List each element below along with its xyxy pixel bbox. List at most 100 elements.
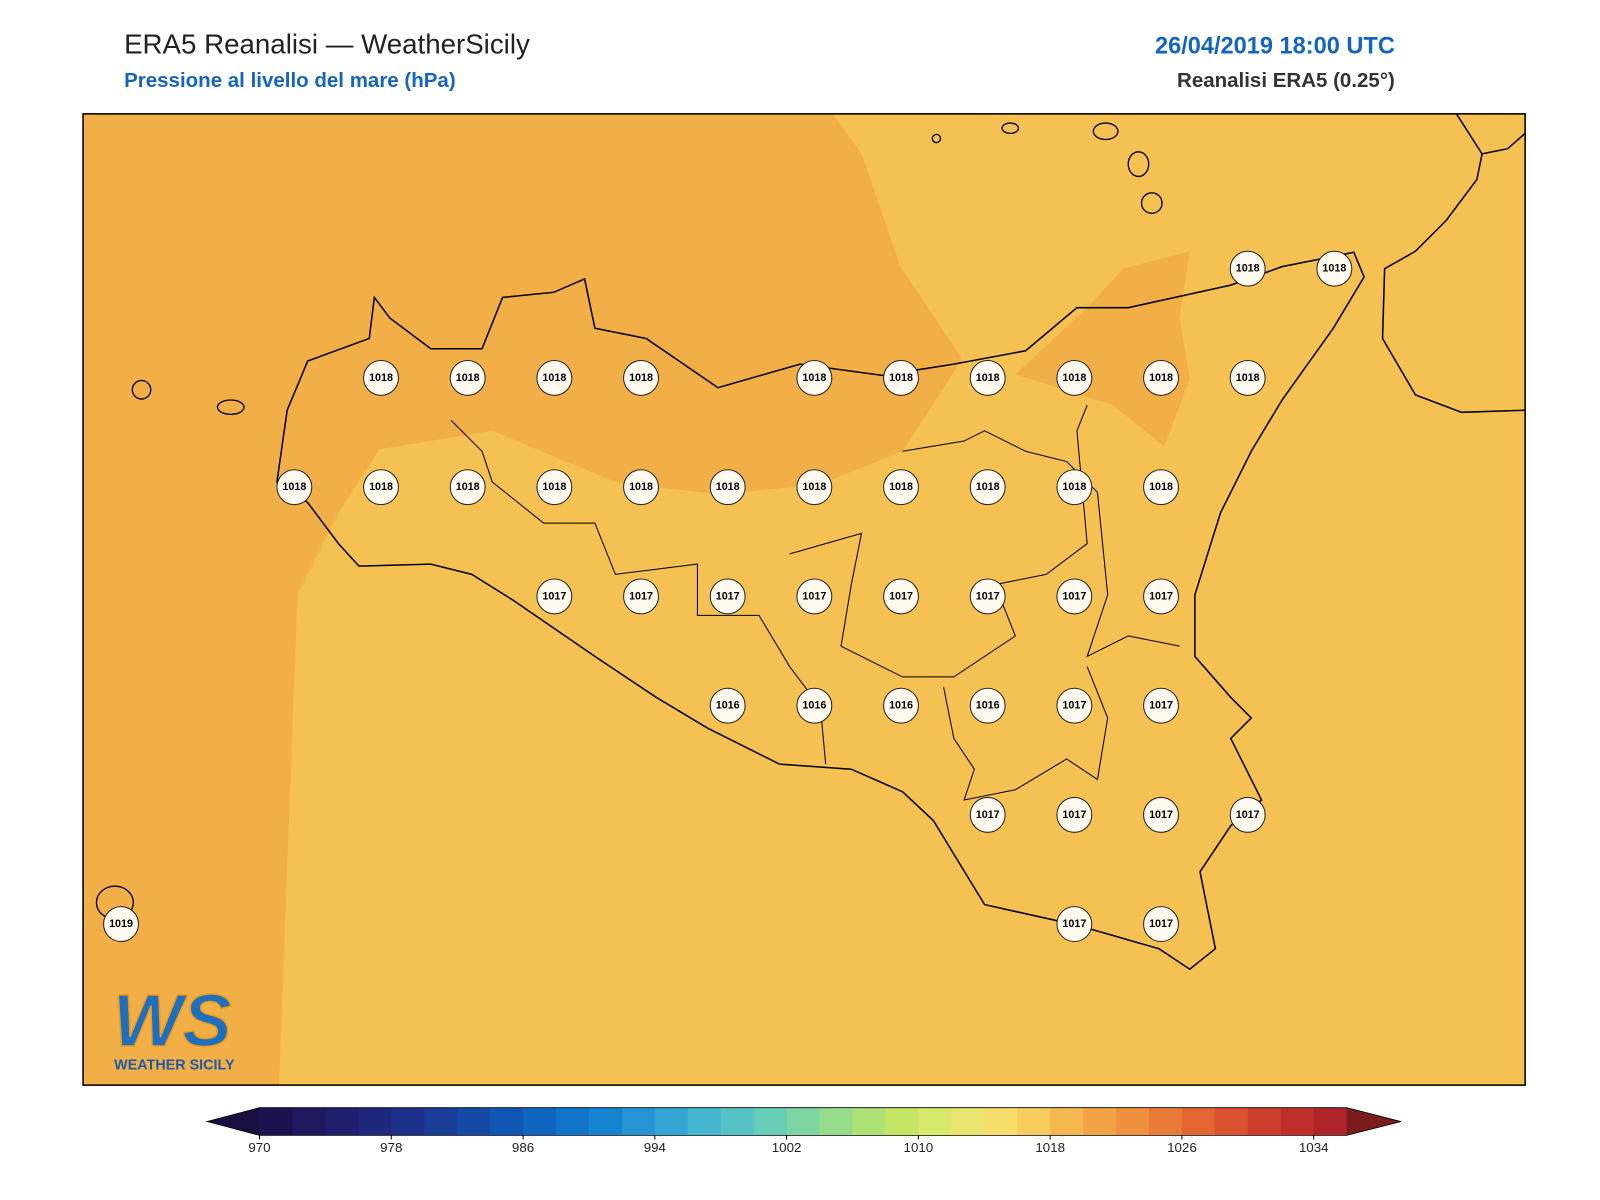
- station: 1017: [709, 578, 746, 615]
- station-value: 1018: [1149, 481, 1173, 493]
- colorbar-bin: [654, 1107, 689, 1136]
- station-marker: [709, 578, 746, 615]
- station-marker: [1229, 796, 1266, 833]
- station: 1018: [623, 469, 659, 506]
- colorbar-tick-label: 994: [644, 1140, 667, 1155]
- station-marker: [536, 359, 573, 396]
- station-value: 1016: [802, 700, 826, 712]
- station-value: 1018: [629, 481, 653, 493]
- colorbar-bin: [358, 1107, 392, 1136]
- station-value: 1018: [1149, 372, 1173, 384]
- station-marker: [103, 906, 139, 943]
- station-marker: [1056, 359, 1093, 396]
- station-value: 1018: [629, 372, 653, 384]
- station-value: 1017: [542, 590, 566, 602]
- station: 1017: [536, 578, 573, 615]
- subtitle: Pressione al livello del mare (hPa): [124, 69, 456, 92]
- station: 1018: [449, 359, 486, 396]
- station-marker: [1056, 687, 1093, 724]
- station-value: 1018: [1236, 263, 1260, 275]
- station-marker: [1143, 687, 1179, 724]
- colorbar-bin: [424, 1107, 458, 1136]
- coastline: [1381, 113, 1526, 414]
- island: [931, 133, 942, 144]
- station-value: 1018: [542, 481, 566, 493]
- colorbar-tick-label: 970: [248, 1140, 270, 1155]
- station-marker: [796, 469, 833, 506]
- station: 1017: [1056, 687, 1093, 724]
- station: 1017: [1056, 796, 1093, 833]
- colorbar-bin: [1181, 1107, 1216, 1136]
- colorbar-bin: [951, 1107, 985, 1136]
- station: 1018: [883, 359, 919, 396]
- station-value: 1017: [1236, 809, 1260, 821]
- station-value: 1018: [369, 481, 393, 493]
- station-marker: [1056, 796, 1093, 833]
- colorbar-bin: [1313, 1107, 1348, 1136]
- station-value: 1018: [716, 481, 740, 493]
- station-value: 1018: [1062, 372, 1086, 384]
- colorbar-bin: [1050, 1107, 1084, 1136]
- station-value: 1017: [1062, 918, 1086, 930]
- island: [216, 399, 245, 416]
- colorbar-bin: [588, 1107, 623, 1136]
- colorbar-bin: [292, 1107, 326, 1136]
- station: 1017: [1143, 906, 1179, 943]
- station: 1018: [1316, 250, 1353, 287]
- station-value: 1017: [889, 590, 913, 602]
- colorbar-bin: [1148, 1107, 1183, 1136]
- logo: WS WEATHER SICILY: [112, 978, 235, 1074]
- station: 1018: [276, 469, 313, 506]
- colorbar-outline: [205, 1107, 1402, 1136]
- station-value: 1018: [889, 372, 913, 384]
- station-value: 1016: [889, 700, 913, 712]
- station-marker: [363, 359, 399, 396]
- station-marker: [883, 578, 919, 615]
- station-value: 1017: [802, 590, 826, 602]
- station-value: 1017: [976, 809, 1000, 821]
- colorbar-bin: [918, 1107, 952, 1136]
- station-marker: [536, 578, 573, 615]
- station-value: 1017: [1062, 590, 1086, 602]
- station-marker: [1229, 359, 1266, 396]
- datetime: 26/04/2019 18:00 UTC: [1155, 32, 1395, 58]
- station-marker: [449, 359, 486, 396]
- colorbar: 970 978 986 994 1002 1010 1018 1026 1034: [205, 1107, 1402, 1155]
- station: 1016: [969, 687, 1006, 724]
- colorbar-bin: [687, 1107, 722, 1136]
- station-marker: [883, 469, 919, 506]
- colorbar-bin: [490, 1107, 524, 1136]
- station: 1019: [103, 906, 139, 943]
- station-value: 1017: [1149, 590, 1173, 602]
- station-marker: [969, 469, 1006, 506]
- station: 1018: [1229, 359, 1266, 396]
- station-value: 1018: [802, 372, 826, 384]
- station-value: 1018: [282, 481, 306, 493]
- station-value: 1018: [456, 481, 480, 493]
- station-marker: [969, 578, 1006, 615]
- station-value: 1019: [109, 918, 133, 930]
- station: 1017: [1056, 906, 1093, 943]
- station-marker: [1143, 469, 1179, 506]
- station-marker: [449, 469, 486, 506]
- station-value: 1017: [629, 590, 653, 602]
- colorbar-bin: [1083, 1107, 1117, 1136]
- colorbar-tick-label: 1026: [1167, 1140, 1197, 1155]
- logo-name: WEATHER SICILY: [114, 1058, 235, 1074]
- station-marker: [276, 469, 313, 506]
- source: Reanalisi ERA5 (0.25°): [1177, 69, 1395, 92]
- station: 1018: [363, 359, 399, 396]
- station-value: 1017: [1149, 918, 1173, 930]
- station-marker: [1056, 578, 1093, 615]
- colorbar-bin: [1247, 1107, 1282, 1136]
- station: 1017: [1143, 796, 1179, 833]
- station-value: 1017: [716, 590, 740, 602]
- station: 1016: [796, 687, 833, 724]
- colorbar-bin: [457, 1107, 491, 1136]
- station-value: 1016: [716, 700, 740, 712]
- station: 1018: [969, 469, 1006, 506]
- colorbar-under: [207, 1107, 260, 1136]
- map-area: WS WEATHER SICILY 1018 1018 1018 1018 1018 10…: [83, 113, 1526, 1086]
- colorbar-tick-label: 978: [380, 1140, 402, 1155]
